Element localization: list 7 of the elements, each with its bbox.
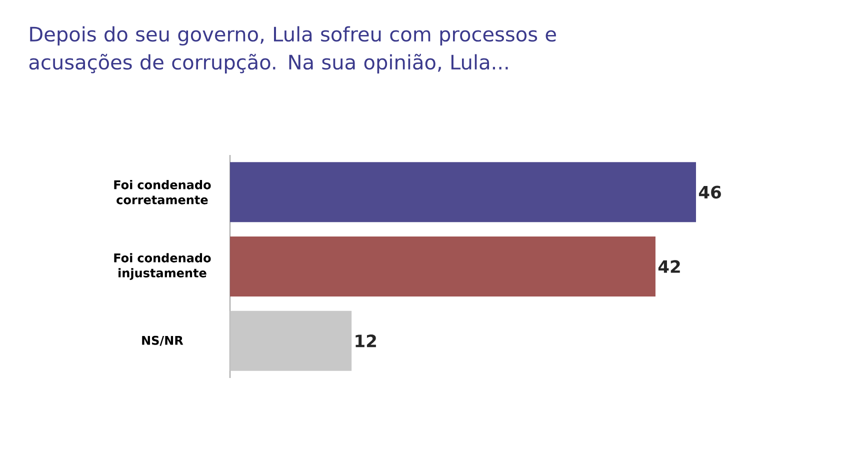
y-tick-label: Foi condenado injustamente xyxy=(114,253,211,280)
chart-title: Depois do seu governo, Lula sofreu com processos e acusações de corrupção. Na sua opinião, Lula... xyxy=(29,26,556,74)
y-tick-label: Foi condenado corretamente xyxy=(114,180,211,204)
data-label: 12 xyxy=(356,334,376,348)
data-label: 46 xyxy=(698,186,721,199)
y-tick-label: NS/NR xyxy=(142,336,184,346)
data-label: 42 xyxy=(658,260,680,273)
